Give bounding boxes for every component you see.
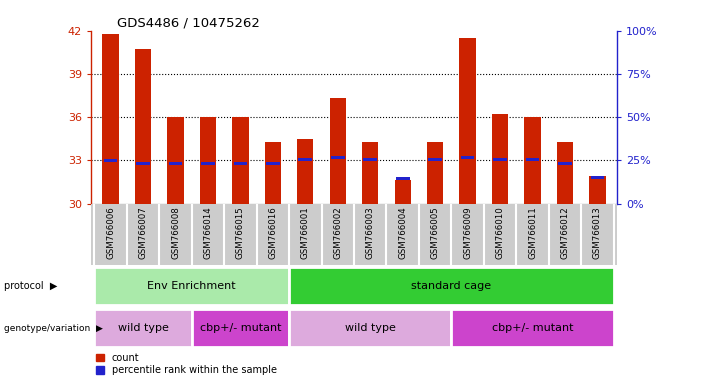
Bar: [590, 176, 604, 179]
Legend: count, percentile rank within the sample: count, percentile rank within the sample: [96, 353, 277, 375]
FancyBboxPatch shape: [192, 310, 289, 347]
Bar: [331, 156, 345, 159]
Bar: [297, 139, 313, 204]
Bar: [459, 38, 476, 204]
Bar: [266, 162, 280, 165]
FancyBboxPatch shape: [95, 310, 192, 347]
Text: GDS4486 / 10475262: GDS4486 / 10475262: [118, 17, 260, 30]
Bar: [557, 142, 573, 204]
Text: GSM766004: GSM766004: [398, 207, 407, 259]
Bar: [526, 158, 539, 161]
Text: GSM766010: GSM766010: [496, 207, 505, 259]
Bar: [168, 117, 184, 204]
Bar: [233, 162, 247, 165]
Bar: [492, 114, 508, 204]
Text: GSM766007: GSM766007: [139, 207, 147, 259]
Text: GSM766005: GSM766005: [430, 207, 440, 259]
Bar: [201, 162, 215, 165]
Text: GSM766012: GSM766012: [561, 207, 569, 259]
Text: GSM766015: GSM766015: [236, 207, 245, 259]
Bar: [461, 156, 475, 159]
Text: GSM766011: GSM766011: [528, 207, 537, 259]
Text: GSM766013: GSM766013: [593, 207, 602, 259]
FancyBboxPatch shape: [289, 310, 451, 347]
Text: Env Enrichment: Env Enrichment: [147, 281, 236, 291]
Bar: [136, 162, 150, 165]
Bar: [590, 176, 606, 204]
Bar: [329, 98, 346, 204]
Bar: [135, 50, 151, 204]
Text: standard cage: standard cage: [411, 281, 491, 291]
Bar: [396, 177, 409, 180]
Bar: [363, 158, 377, 161]
FancyBboxPatch shape: [289, 267, 613, 305]
Bar: [558, 162, 572, 165]
Text: GSM766016: GSM766016: [268, 207, 278, 259]
Text: GSM766002: GSM766002: [333, 207, 342, 259]
Bar: [395, 180, 411, 204]
Text: cbp+/- mutant: cbp+/- mutant: [200, 323, 281, 333]
Text: GSM766006: GSM766006: [106, 207, 115, 259]
Bar: [104, 159, 118, 162]
Bar: [362, 142, 379, 204]
Bar: [427, 142, 443, 204]
Bar: [91, 204, 617, 265]
Bar: [428, 158, 442, 161]
Bar: [265, 142, 281, 204]
Bar: [169, 162, 182, 165]
FancyBboxPatch shape: [451, 310, 613, 347]
Bar: [493, 158, 507, 161]
Text: protocol  ▶: protocol ▶: [4, 281, 57, 291]
Bar: [232, 117, 249, 204]
Text: GSM766008: GSM766008: [171, 207, 180, 259]
Text: cbp+/- mutant: cbp+/- mutant: [491, 323, 573, 333]
Text: GSM766009: GSM766009: [463, 207, 472, 259]
Text: wild type: wild type: [118, 323, 168, 333]
Bar: [299, 158, 312, 161]
Bar: [102, 34, 118, 204]
Bar: [524, 117, 540, 204]
Text: GSM766014: GSM766014: [203, 207, 212, 259]
FancyBboxPatch shape: [95, 267, 289, 305]
Text: GSM766001: GSM766001: [301, 207, 310, 259]
Text: wild type: wild type: [345, 323, 395, 333]
Text: GSM766003: GSM766003: [366, 207, 375, 259]
Bar: [200, 117, 216, 204]
Text: genotype/variation  ▶: genotype/variation ▶: [4, 324, 102, 333]
